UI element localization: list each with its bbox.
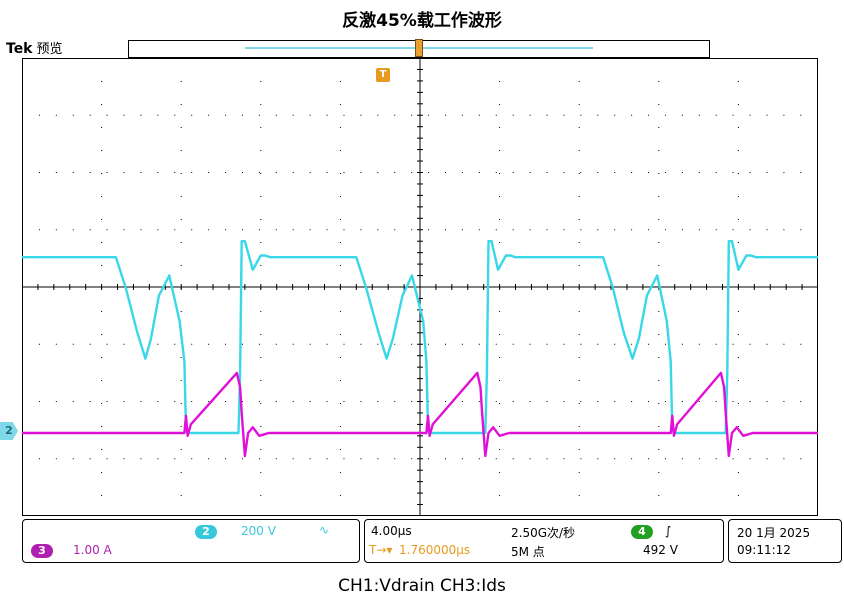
chart-title: 反激45%载工作波形 bbox=[342, 11, 502, 31]
brand-label: Tek 预览 bbox=[6, 38, 63, 57]
ch2-coupling-icon: ∿ bbox=[319, 523, 330, 537]
trigger-level-value: 492 V bbox=[643, 543, 678, 557]
date-value: 20 1月 2025 bbox=[737, 526, 811, 540]
date-time-panel: 20 1月 2025 09:11:12 bbox=[728, 519, 842, 563]
channel-settings-panel[interactable]: 2 200 V ∿ 3 1.00 A bbox=[22, 519, 360, 563]
scope-graticule bbox=[22, 58, 818, 516]
ch2-ground-marker[interactable]: 2 bbox=[0, 422, 18, 440]
chart-caption: CH1:Vdrain CH3:Ids bbox=[338, 576, 506, 596]
trigger-position-icon-small: T→▾ bbox=[369, 543, 393, 557]
trigger-position-value: 1.760000µs bbox=[399, 543, 471, 557]
acquisition-mode: 预览 bbox=[36, 42, 63, 57]
brand-name: Tek bbox=[6, 41, 33, 57]
record-trigger-marker[interactable] bbox=[415, 39, 423, 57]
ch2-scale: 200 V bbox=[241, 524, 276, 538]
record-length-value: 5M 点 bbox=[511, 545, 545, 559]
horizontal-settings-panel[interactable]: 4.00µs 2.50G次/秒 T→▾ 1.760000µs 5M 点 4 ∫ … bbox=[364, 519, 724, 563]
sample-rate-value: 2.50G次/秒 bbox=[511, 526, 576, 540]
ch3-ids-trace bbox=[22, 371, 818, 458]
trigger-source-badge[interactable]: 4 bbox=[631, 525, 653, 539]
time-value: 09:11:12 bbox=[737, 543, 791, 557]
trigger-slope-icon: ∫ bbox=[665, 524, 672, 538]
trigger-position-icon[interactable]: T bbox=[376, 68, 390, 82]
ch2-badge[interactable]: 2 bbox=[195, 525, 217, 539]
ch3-scale: 1.00 A bbox=[73, 543, 112, 557]
timebase-value: 4.00µs bbox=[371, 524, 412, 538]
record-view-bar[interactable] bbox=[128, 39, 710, 58]
ch3-badge[interactable]: 3 bbox=[31, 544, 53, 558]
